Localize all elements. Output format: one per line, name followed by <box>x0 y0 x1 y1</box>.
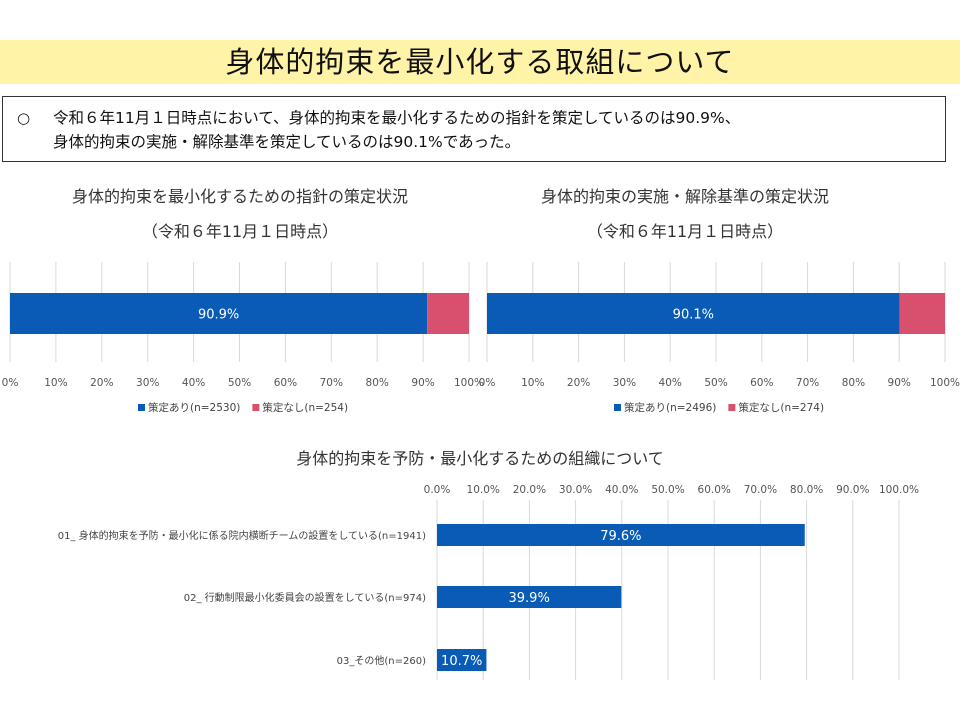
chart1-tick-label: 100% <box>454 377 484 389</box>
chart2-tick-label: 10% <box>521 377 544 389</box>
chart1-legend-label: 策定あり(n=2530) <box>148 401 240 414</box>
chart2-tick-label: 50% <box>704 377 727 389</box>
chart3-category-label: 03_その他(n=260) <box>337 654 426 667</box>
title-banner <box>0 40 960 84</box>
chart3-tick-label: 60.0% <box>698 484 731 496</box>
chart1-tick-label: 50% <box>228 377 251 389</box>
chart2-tick-label: 40% <box>659 377 682 389</box>
chart3-data-label: 39.9% <box>509 591 550 606</box>
chart2-tick-label: 80% <box>842 377 865 389</box>
chart3-tick-label: 100.0% <box>879 484 919 496</box>
chart1-tick-label: 30% <box>136 377 159 389</box>
chart1-tick-label: 60% <box>274 377 297 389</box>
chart3-bar <box>437 586 622 608</box>
chart3-tick-label: 20.0% <box>513 484 546 496</box>
chart3-tick-label: 50.0% <box>651 484 684 496</box>
chart1-legend-swatch <box>252 404 260 411</box>
chart1-legend-swatch <box>138 404 145 411</box>
chart2-bar-yes <box>487 293 900 334</box>
chart2-legend-label: 策定なし(n=274) <box>738 401 824 414</box>
page-title: 身体的拘束を最小化する取組について <box>225 45 735 79</box>
chart2-tick-label: 100% <box>930 377 960 389</box>
chart2-legend-label: 策定あり(n=2496) <box>624 401 716 414</box>
chart3-tick-label: 10.0% <box>467 484 500 496</box>
chart1-tick-label: 40% <box>182 377 205 389</box>
chart2-legend-swatch <box>728 404 736 411</box>
chart2-data-label: 90.1% <box>673 308 714 323</box>
chart3-data-label: 10.7% <box>441 654 482 669</box>
chart2-tick-label: 70% <box>796 377 819 389</box>
chart1-legend-label: 策定なし(n=254) <box>262 401 348 414</box>
chart1-tick-label: 90% <box>411 377 434 389</box>
chart3-category-label: 01_ 身体的拘束を予防・最小化に係る院内横断チームの設置をしている(n=194… <box>58 529 426 542</box>
chart1-bar-no <box>427 293 469 334</box>
chart3-category-label: 02_ 行動制限最小化委員会の設置をしている(n=974) <box>184 591 426 604</box>
chart2-tick-label: 0% <box>479 377 496 389</box>
chart2-tick-label: 20% <box>567 377 590 389</box>
chart1-tick-label: 0% <box>2 377 19 389</box>
chart3-tick-label: 80.0% <box>790 484 823 496</box>
chart3-data-label: 79.6% <box>600 529 641 544</box>
chart1-bar-yes <box>10 293 428 334</box>
chart2-tick-label: 60% <box>750 377 773 389</box>
chart1-tick-label: 70% <box>320 377 343 389</box>
chart2-subtitle: （令和６年11月１日時点） <box>586 222 784 241</box>
chart2-tick-label: 30% <box>613 377 636 389</box>
chart3-tick-label: 0.0% <box>424 484 451 496</box>
chart3-title: 身体的拘束を予防・最小化するための組織について <box>296 449 664 468</box>
chart1-data-label: 90.9% <box>198 308 239 323</box>
chart1-tick-label: 80% <box>366 377 389 389</box>
summary-line-1: 令和６年11月１日時点において、身体的拘束を最小化するための指針を策定しているの… <box>53 109 741 127</box>
summary-bullet: ○ <box>17 109 31 127</box>
chart3-tick-label: 90.0% <box>836 484 869 496</box>
chart2-tick-label: 90% <box>888 377 911 389</box>
chart3-tick-label: 70.0% <box>744 484 777 496</box>
chart3-tick-label: 30.0% <box>559 484 592 496</box>
summary-line-2: 身体的拘束の実施・解除基準を策定しているのは90.1%であった。 <box>53 133 521 151</box>
chart2-title: 身体的拘束の実施・解除基準の策定状況 <box>540 187 829 206</box>
chart3-tick-label: 40.0% <box>605 484 638 496</box>
chart1-tick-label: 10% <box>44 377 67 389</box>
chart1-tick-label: 20% <box>90 377 113 389</box>
chart1-title: 身体的拘束を最小化するための指針の策定状況 <box>71 187 408 206</box>
chart1-subtitle: （令和６年11月１日時点） <box>141 222 339 241</box>
chart2-legend-swatch <box>614 404 621 411</box>
chart3-bar <box>437 649 487 671</box>
chart3-bar <box>437 524 805 546</box>
chart2-bar-no <box>899 293 945 334</box>
summary-box: ○ 令和６年11月１日時点において、身体的拘束を最小化するための指針を策定してい… <box>2 96 946 162</box>
